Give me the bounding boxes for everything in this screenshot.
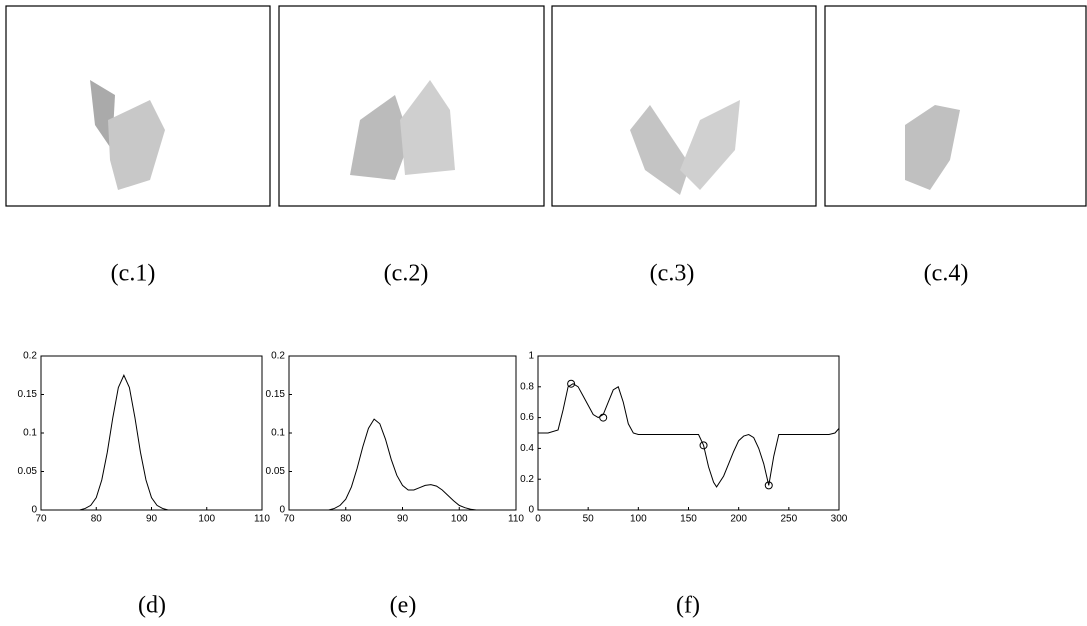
y-tick-label: 0.05 [18,466,38,477]
image-frame [551,5,817,207]
marker [699,441,708,450]
x-tick-label: 300 [831,514,848,525]
image-caption: (c.4) [924,261,969,287]
chart-caption: (d) [138,593,166,619]
y-tick-label: 0 [31,505,37,516]
y-tick-label: 0.05 [266,466,286,477]
x-tick-label: 100 [451,514,468,525]
hand-shape [630,105,690,195]
y-tick-label: 0.1 [23,428,37,439]
x-tick-label: 250 [780,514,797,525]
axes-box [537,355,840,511]
x-tick-label: 110 [508,514,524,525]
image-caption: (c.1) [111,261,156,287]
x-tick-label: 50 [583,514,595,525]
y-tick-label: 0.2 [23,351,37,362]
x-tick-label: 80 [91,514,103,525]
hand-shape [350,95,410,180]
y-tick-label: 0.15 [266,389,286,400]
hand-shape [680,100,740,190]
y-tick-label: 0.1 [271,428,285,439]
y-tick-label: 0.6 [520,412,534,423]
hand-shape [108,100,165,190]
image-frame [5,5,271,207]
axes-box [288,355,517,511]
x-tick-label: 100 [198,514,215,525]
y-tick-label: 0 [528,505,534,516]
line [328,418,477,511]
image-panels [5,5,1087,207]
x-tick-label: 110 [254,514,270,525]
line [538,383,840,488]
y-tick-label: 1 [528,351,534,362]
x-tick-label: 200 [730,514,747,525]
line [79,374,169,511]
marker [764,481,773,490]
y-tick-label: 0.15 [18,389,38,400]
marker [599,413,608,422]
y-tick-label: 0.4 [520,443,534,454]
y-tick-label: 0.2 [271,351,285,362]
x-tick-label: 150 [680,514,697,525]
image-frame [278,5,545,207]
x-tick-label: 100 [630,514,647,525]
x-tick-label: 70 [35,514,47,525]
hand-shape [905,105,960,190]
y-tick-label: 0.8 [520,381,534,392]
hands [90,80,960,195]
y-tick-label: 0 [279,505,285,516]
marker [567,379,576,388]
x-tick-label: 90 [146,514,158,525]
chart-caption: (f) [676,593,700,619]
image-caption: (c.2) [384,261,429,287]
axes-box [40,355,263,511]
image-frame [824,5,1087,207]
chart-caption: (e) [390,593,417,619]
x-tick-label: 80 [340,514,352,525]
x-tick-label: 70 [283,514,295,525]
image-caption: (c.3) [650,261,695,287]
x-tick-label: 90 [397,514,409,525]
x-tick-label: 0 [535,514,541,525]
hand-shape [400,80,455,175]
y-tick-label: 0.2 [520,474,534,485]
